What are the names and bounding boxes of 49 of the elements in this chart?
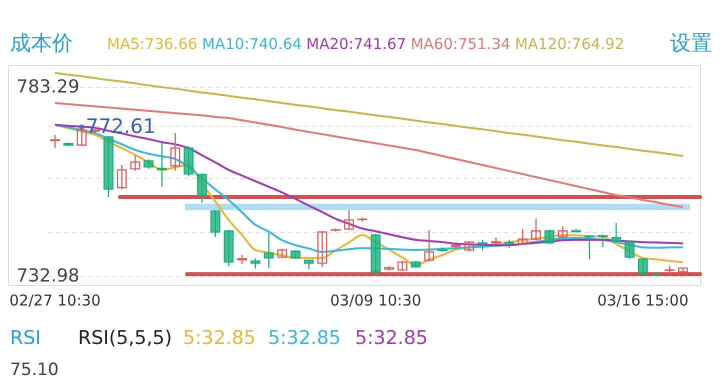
text: 75.10 — [10, 360, 59, 380]
x-tick-label: 03/16 15:00 — [597, 292, 689, 310]
text: MA10:740.64 — [202, 35, 302, 53]
candlestick — [197, 173, 207, 204]
candlestick — [344, 210, 354, 231]
annotation: 772.61 — [86, 114, 156, 138]
text: MA60:751.34 — [410, 35, 510, 53]
candlestick — [264, 232, 274, 269]
candlestick — [144, 158, 154, 170]
text: 5:32.85 — [183, 327, 256, 349]
candlestick — [598, 234, 608, 248]
candlestick — [50, 134, 60, 149]
candlestick — [638, 258, 648, 277]
candlestick — [531, 218, 541, 241]
text: 设置 — [670, 31, 712, 55]
candlestick — [116, 164, 127, 190]
text: MA5:736.66 — [107, 35, 198, 53]
text: MA120:764.92 — [514, 35, 624, 53]
text: MA20:741.67 — [306, 35, 406, 53]
candlestick — [584, 234, 594, 260]
candlestick — [237, 254, 248, 265]
candlestick — [504, 239, 514, 248]
y-tick-label: 732.98 — [16, 266, 80, 287]
candlestick — [464, 240, 474, 252]
candlestick — [624, 240, 634, 260]
candlestick — [277, 248, 288, 259]
candlestick — [130, 155, 140, 172]
candlestick — [558, 225, 568, 239]
text: 5:32.85 — [268, 327, 341, 349]
candlestick — [170, 132, 180, 172]
text: RSI — [10, 327, 41, 349]
candlestick — [518, 228, 528, 246]
candlestick — [424, 229, 434, 262]
text: 5:32.85 — [355, 327, 428, 349]
text: RSI(5,5,5) — [78, 327, 172, 349]
x-tick-label: 03/09 10:30 — [330, 292, 422, 310]
x-tick-label: 02/27 10:30 — [9, 292, 101, 310]
y-tick-label: 783.29 — [16, 76, 80, 98]
candlestick — [611, 222, 622, 242]
line-series — [54, 102, 684, 208]
candlestick — [478, 239, 488, 251]
candlestick — [317, 230, 328, 268]
candlestick — [156, 142, 167, 188]
candlestick — [210, 210, 220, 238]
text: 成本价 — [10, 31, 73, 55]
candlestick — [397, 260, 408, 272]
candlestick — [250, 258, 260, 270]
candlestick — [544, 229, 554, 245]
candlestick — [304, 259, 314, 270]
